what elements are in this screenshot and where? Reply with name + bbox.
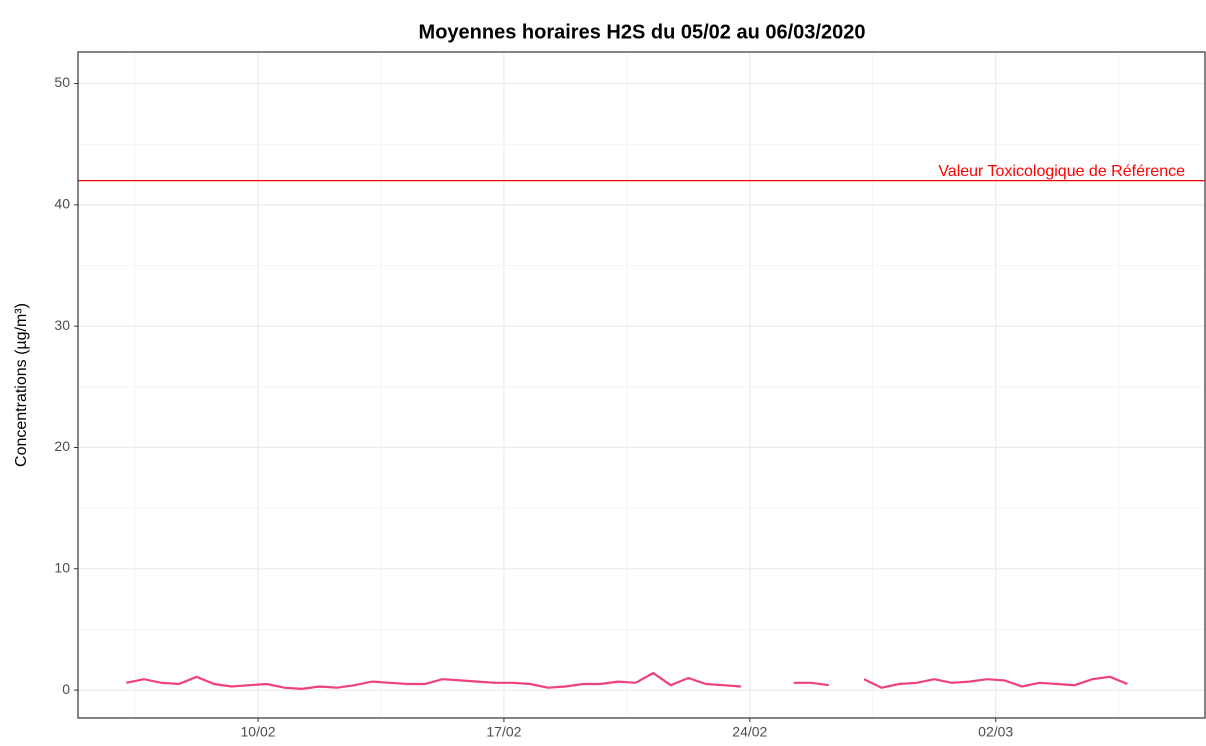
x-tick-label: 10/02 [241,724,276,740]
panel-border [77,51,1206,719]
x-tick-label: 02/03 [978,724,1013,740]
reference-label: Valeur Toxicologique de Référence [938,163,1185,180]
y-tick-label: 30 [54,317,70,333]
data-line [126,671,1128,691]
y-tick-label: 0 [62,681,70,697]
y-tick-label: 20 [54,438,70,454]
x-tick-label: 24/02 [732,724,767,740]
chart-title: Moyennes horaires H2S du 05/02 au 06/03/… [419,21,866,43]
x-tick-label: 17/02 [486,724,521,740]
y-tick-label: 10 [54,559,70,575]
y-axis-title: Concentrations (µg/m³) [13,303,30,467]
y-tick-label: 40 [54,196,70,212]
y-tick-label: 50 [54,74,70,90]
